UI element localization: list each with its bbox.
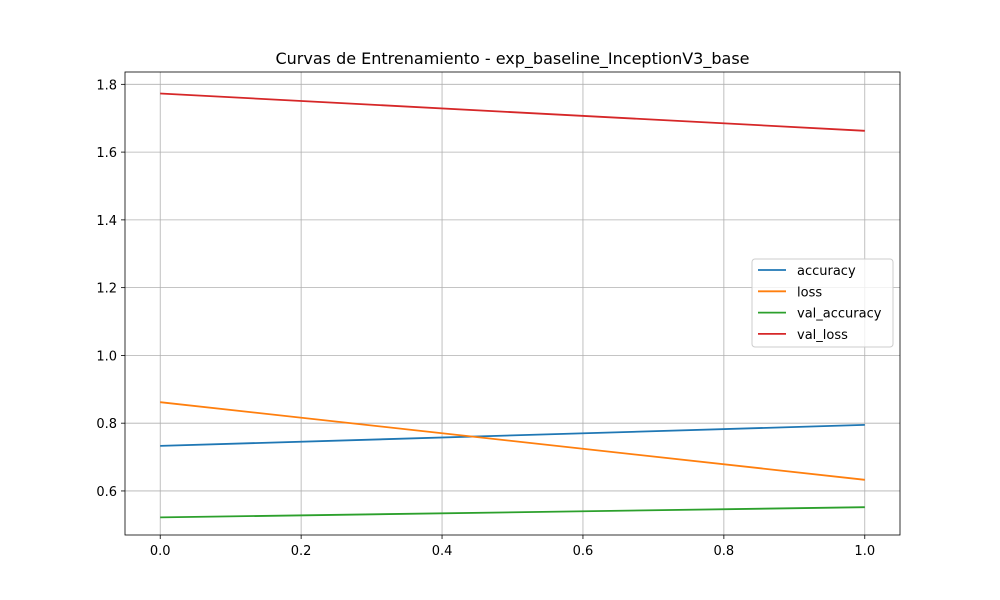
- y-tick-label: 1.8: [96, 78, 117, 93]
- legend-label: val_loss: [797, 328, 848, 343]
- y-axis: 0.6 0.8 1.0 1.2 1.4 1.6 1.8: [96, 78, 125, 500]
- x-tick-label: 0.2: [291, 544, 312, 559]
- legend-label: loss: [797, 285, 822, 300]
- x-tick-label: 0.0: [150, 544, 171, 559]
- x-axis: 0.0 0.2 0.4 0.6 0.8 1.0: [150, 535, 875, 559]
- x-tick-label: 1.0: [854, 544, 875, 559]
- series-line-val-accuracy: [160, 506, 865, 519]
- y-tick-label: 1.0: [96, 349, 117, 364]
- series-layer: [160, 92, 865, 519]
- plot-frame: [124, 71, 901, 536]
- y-tick-label: 1.2: [96, 282, 117, 297]
- legend: accuracy loss val_accuracy val_loss: [751, 258, 894, 348]
- series-line-accuracy: [160, 424, 865, 447]
- y-tick-label: 0.8: [96, 417, 117, 432]
- x-tick-label: 0.8: [714, 544, 735, 559]
- x-tick-label: 0.6: [573, 544, 594, 559]
- y-tick-label: 0.6: [96, 485, 117, 500]
- legend-box: [751, 258, 894, 348]
- legend-label: accuracy: [797, 264, 856, 279]
- y-tick-label: 1.6: [96, 146, 117, 161]
- chart-title: Curvas de Entrenamiento - exp_baseline_I…: [275, 49, 749, 69]
- series-line-loss: [160, 401, 865, 481]
- legend-label: val_accuracy: [797, 307, 882, 322]
- x-tick-label: 0.4: [432, 544, 453, 559]
- y-tick-label: 1.4: [96, 214, 117, 229]
- series-line-val-loss: [160, 92, 865, 132]
